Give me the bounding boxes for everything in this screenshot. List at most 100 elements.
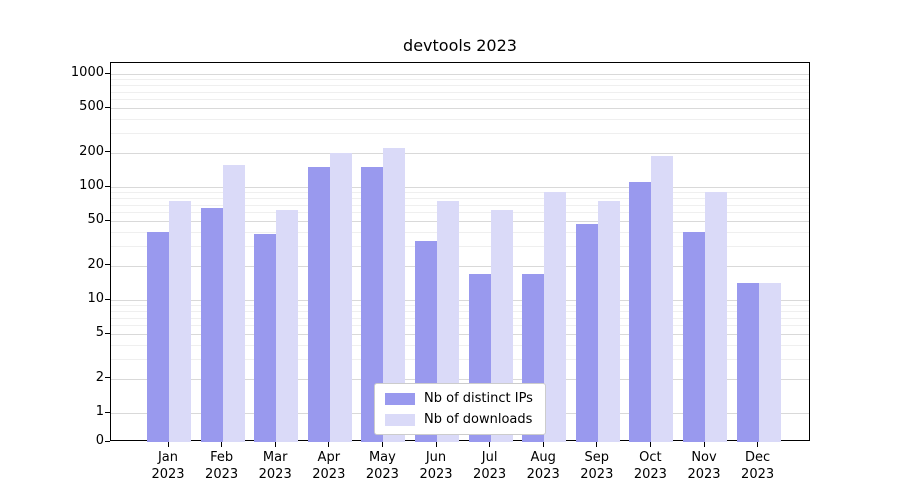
x-tick-label: Nov 2023 — [687, 450, 721, 482]
y-tick-label: 20 — [87, 256, 104, 272]
bar-distinct-ips — [254, 234, 277, 442]
bar-distinct-ips — [683, 231, 705, 442]
y-tick-mark — [105, 264, 110, 266]
gridline-minor — [111, 118, 809, 120]
x-tick-label: May 2023 — [365, 450, 399, 482]
x-tick-mark — [381, 442, 383, 447]
y-tick-label: 2 — [95, 369, 104, 385]
x-tick-label: Feb 2023 — [205, 450, 239, 482]
x-tick-mark — [221, 442, 223, 447]
gridline-minor — [111, 133, 809, 135]
gridline-major — [111, 108, 809, 110]
y-tick-label: 1000 — [70, 65, 104, 80]
gridline-major — [111, 152, 809, 154]
gridline-major — [111, 334, 809, 336]
gridline-minor — [111, 84, 809, 86]
gridline-minor — [111, 246, 809, 248]
gridline-minor — [111, 310, 809, 312]
bar-downloads — [383, 148, 406, 442]
legend-label-downloads: Nb of downloads — [424, 412, 533, 427]
gridline-minor — [111, 231, 809, 233]
legend-swatch-distinct-ips — [385, 392, 415, 405]
bar-downloads — [276, 210, 299, 442]
x-tick-label: Sep 2023 — [580, 450, 614, 482]
gridline-major — [111, 74, 809, 75]
y-tick-mark — [105, 377, 110, 379]
gridline-minor — [111, 344, 809, 346]
gridline-major — [111, 187, 809, 188]
bar-downloads — [758, 283, 781, 442]
gridline-minor — [111, 204, 809, 206]
x-tick-mark — [489, 442, 491, 447]
bar-distinct-ips — [147, 231, 169, 442]
y-tick-mark — [105, 72, 110, 74]
legend-swatch-downloads — [385, 413, 415, 426]
y-tick-label: 5 — [95, 325, 104, 341]
chart-title: devtools 2023 — [403, 36, 517, 55]
y-tick-label: 0 — [95, 433, 104, 448]
bar-downloads — [222, 165, 245, 442]
gridline-minor — [111, 359, 809, 361]
bar-downloads — [544, 192, 567, 442]
y-tick-label: 500 — [79, 99, 104, 115]
gridline-minor — [111, 325, 809, 327]
y-tick-mark — [105, 185, 110, 187]
x-tick-mark — [328, 442, 330, 447]
y-tick-mark — [105, 151, 110, 153]
bar-distinct-ips — [307, 167, 330, 442]
bar-downloads — [651, 155, 674, 442]
x-tick-mark — [435, 442, 437, 447]
gridline-major — [111, 221, 809, 223]
x-tick-label: Jul 2023 — [473, 450, 507, 482]
x-tick-label: Dec 2023 — [741, 450, 775, 482]
bar-downloads — [329, 152, 352, 442]
gridline-minor — [111, 305, 809, 307]
bar-downloads — [705, 192, 727, 442]
y-tick-label: 50 — [87, 212, 104, 228]
gridline-major — [111, 378, 809, 380]
gridline-major — [111, 300, 809, 301]
legend-label-distinct-ips: Nb of distinct IPs — [424, 391, 533, 406]
x-tick-mark — [649, 442, 651, 447]
plot-area: Nb of distinct IPs Nb of downloads — [110, 62, 810, 442]
x-tick-mark — [596, 442, 598, 447]
x-tick-label: Oct 2023 — [633, 450, 667, 482]
bar-downloads — [437, 201, 459, 442]
gridline-major — [111, 265, 809, 267]
gridline-minor — [111, 317, 809, 319]
bar-distinct-ips — [575, 224, 598, 442]
y-tick-label: 100 — [79, 178, 104, 193]
gridline-minor — [111, 197, 809, 199]
bar-distinct-ips — [629, 182, 652, 442]
x-tick-label: Apr 2023 — [312, 450, 346, 482]
y-tick-mark — [105, 219, 110, 221]
x-tick-mark — [542, 442, 544, 447]
bar-downloads — [597, 201, 620, 442]
x-tick-label: Aug 2023 — [526, 450, 560, 482]
y-tick-mark — [105, 106, 110, 108]
y-tick-mark — [105, 332, 110, 334]
gridline-minor — [111, 212, 809, 214]
gridline-minor — [111, 99, 809, 101]
y-tick-mark — [105, 440, 110, 442]
y-tick-mark — [105, 298, 110, 300]
x-tick-label: Jun 2023 — [419, 450, 453, 482]
legend-row-downloads: Nb of downloads — [385, 412, 533, 427]
bar-downloads — [169, 201, 191, 442]
legend: Nb of distinct IPs Nb of downloads — [374, 383, 546, 435]
y-tick-label: 1 — [95, 404, 104, 419]
x-tick-mark — [167, 442, 169, 447]
gridline-minor — [111, 91, 809, 93]
bar-distinct-ips — [200, 208, 223, 442]
bar-distinct-ips — [736, 283, 759, 442]
gridline-minor — [111, 192, 809, 194]
x-tick-mark — [757, 442, 759, 447]
x-tick-mark — [703, 442, 705, 447]
bar-distinct-ips — [361, 167, 384, 442]
x-tick-label: Jan 2023 — [151, 450, 185, 482]
x-tick-mark — [274, 442, 276, 447]
y-tick-label: 200 — [79, 143, 104, 159]
x-tick-label: Mar 2023 — [258, 450, 292, 482]
legend-row-distinct-ips: Nb of distinct IPs — [385, 391, 533, 406]
